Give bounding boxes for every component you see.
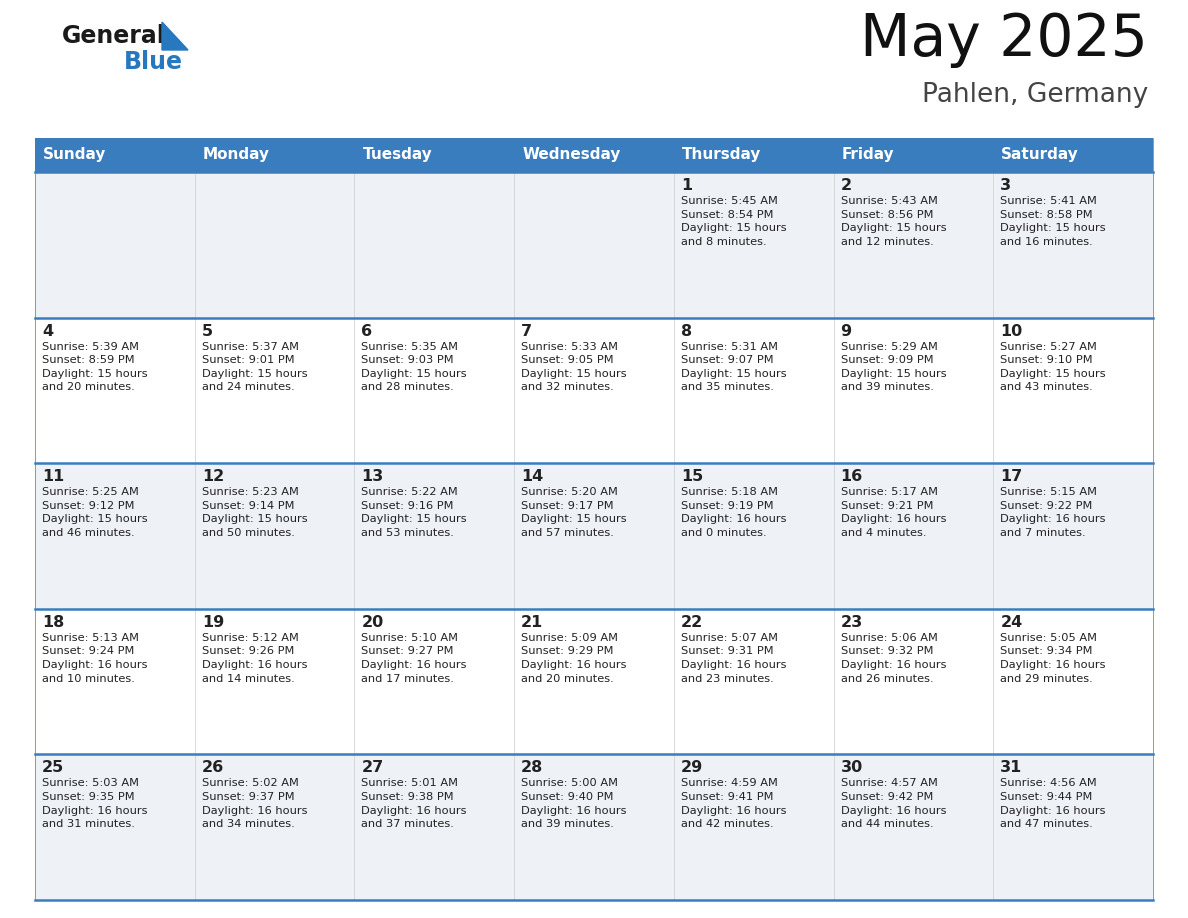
Text: Sunday: Sunday [43, 148, 107, 162]
Text: 9: 9 [841, 324, 852, 339]
Text: Sunrise: 5:33 AM
Sunset: 9:05 PM
Daylight: 15 hours
and 32 minutes.: Sunrise: 5:33 AM Sunset: 9:05 PM Dayligh… [522, 341, 627, 392]
Text: Sunrise: 5:13 AM
Sunset: 9:24 PM
Daylight: 16 hours
and 10 minutes.: Sunrise: 5:13 AM Sunset: 9:24 PM Dayligh… [42, 633, 147, 684]
Text: Sunrise: 5:10 AM
Sunset: 9:27 PM
Daylight: 16 hours
and 17 minutes.: Sunrise: 5:10 AM Sunset: 9:27 PM Dayligh… [361, 633, 467, 684]
Text: Sunrise: 5:29 AM
Sunset: 9:09 PM
Daylight: 15 hours
and 39 minutes.: Sunrise: 5:29 AM Sunset: 9:09 PM Dayligh… [841, 341, 946, 392]
Text: Wednesday: Wednesday [523, 148, 620, 162]
Text: Sunrise: 5:07 AM
Sunset: 9:31 PM
Daylight: 16 hours
and 23 minutes.: Sunrise: 5:07 AM Sunset: 9:31 PM Dayligh… [681, 633, 786, 684]
Text: 15: 15 [681, 469, 703, 484]
Text: 11: 11 [42, 469, 64, 484]
Text: 23: 23 [841, 615, 862, 630]
Bar [993, 138, 1154, 172]
Text: Sunrise: 5:05 AM
Sunset: 9:34 PM
Daylight: 16 hours
and 29 minutes.: Sunrise: 5:05 AM Sunset: 9:34 PM Dayligh… [1000, 633, 1106, 684]
Text: Sunrise: 5:41 AM
Sunset: 8:58 PM
Daylight: 15 hours
and 16 minutes.: Sunrise: 5:41 AM Sunset: 8:58 PM Dayligh… [1000, 196, 1106, 247]
Text: Sunrise: 5:31 AM
Sunset: 9:07 PM
Daylight: 15 hours
and 35 minutes.: Sunrise: 5:31 AM Sunset: 9:07 PM Dayligh… [681, 341, 786, 392]
Text: Pahlen, Germany: Pahlen, Germany [922, 82, 1148, 108]
Bar [34, 464, 1154, 609]
Text: Sunrise: 5:27 AM
Sunset: 9:10 PM
Daylight: 15 hours
and 43 minutes.: Sunrise: 5:27 AM Sunset: 9:10 PM Dayligh… [1000, 341, 1106, 392]
Text: 29: 29 [681, 760, 703, 776]
Text: May 2025: May 2025 [860, 11, 1148, 68]
Text: Sunrise: 5:22 AM
Sunset: 9:16 PM
Daylight: 15 hours
and 53 minutes.: Sunrise: 5:22 AM Sunset: 9:16 PM Dayligh… [361, 487, 467, 538]
Text: Sunrise: 5:37 AM
Sunset: 9:01 PM
Daylight: 15 hours
and 24 minutes.: Sunrise: 5:37 AM Sunset: 9:01 PM Dayligh… [202, 341, 308, 392]
Text: Sunrise: 5:35 AM
Sunset: 9:03 PM
Daylight: 15 hours
and 28 minutes.: Sunrise: 5:35 AM Sunset: 9:03 PM Dayligh… [361, 341, 467, 392]
Text: 13: 13 [361, 469, 384, 484]
Bar [34, 755, 1154, 900]
Text: 20: 20 [361, 615, 384, 630]
Text: Sunrise: 5:20 AM
Sunset: 9:17 PM
Daylight: 15 hours
and 57 minutes.: Sunrise: 5:20 AM Sunset: 9:17 PM Dayligh… [522, 487, 627, 538]
Text: 1: 1 [681, 178, 691, 193]
Text: 8: 8 [681, 324, 691, 339]
Text: Sunrise: 5:43 AM
Sunset: 8:56 PM
Daylight: 15 hours
and 12 minutes.: Sunrise: 5:43 AM Sunset: 8:56 PM Dayligh… [841, 196, 946, 247]
Text: General: General [62, 24, 166, 48]
Bar [354, 138, 514, 172]
Text: 30: 30 [841, 760, 862, 776]
Text: 14: 14 [522, 469, 543, 484]
Text: Sunrise: 5:45 AM
Sunset: 8:54 PM
Daylight: 15 hours
and 8 minutes.: Sunrise: 5:45 AM Sunset: 8:54 PM Dayligh… [681, 196, 786, 247]
Polygon shape [162, 22, 188, 50]
Text: 31: 31 [1000, 760, 1023, 776]
Text: Monday: Monday [203, 148, 270, 162]
Text: Saturday: Saturday [1001, 148, 1079, 162]
Text: 26: 26 [202, 760, 225, 776]
Text: Sunrise: 5:00 AM
Sunset: 9:40 PM
Daylight: 16 hours
and 39 minutes.: Sunrise: 5:00 AM Sunset: 9:40 PM Dayligh… [522, 778, 626, 829]
Text: Sunrise: 5:25 AM
Sunset: 9:12 PM
Daylight: 15 hours
and 46 minutes.: Sunrise: 5:25 AM Sunset: 9:12 PM Dayligh… [42, 487, 147, 538]
Text: Sunrise: 5:39 AM
Sunset: 8:59 PM
Daylight: 15 hours
and 20 minutes.: Sunrise: 5:39 AM Sunset: 8:59 PM Dayligh… [42, 341, 147, 392]
Text: 18: 18 [42, 615, 64, 630]
Text: Sunrise: 5:03 AM
Sunset: 9:35 PM
Daylight: 16 hours
and 31 minutes.: Sunrise: 5:03 AM Sunset: 9:35 PM Dayligh… [42, 778, 147, 829]
Text: 2: 2 [841, 178, 852, 193]
Bar [34, 318, 1154, 464]
Bar [34, 172, 1154, 318]
Text: Sunrise: 5:06 AM
Sunset: 9:32 PM
Daylight: 16 hours
and 26 minutes.: Sunrise: 5:06 AM Sunset: 9:32 PM Dayligh… [841, 633, 946, 684]
Text: 28: 28 [522, 760, 543, 776]
Bar [834, 138, 993, 172]
Text: 4: 4 [42, 324, 53, 339]
Bar [34, 609, 1154, 755]
Text: 16: 16 [841, 469, 862, 484]
Text: 3: 3 [1000, 178, 1011, 193]
Text: Sunrise: 5:23 AM
Sunset: 9:14 PM
Daylight: 15 hours
and 50 minutes.: Sunrise: 5:23 AM Sunset: 9:14 PM Dayligh… [202, 487, 308, 538]
Text: Blue: Blue [124, 50, 183, 74]
Text: Sunrise: 5:17 AM
Sunset: 9:21 PM
Daylight: 16 hours
and 4 minutes.: Sunrise: 5:17 AM Sunset: 9:21 PM Dayligh… [841, 487, 946, 538]
Text: 6: 6 [361, 324, 373, 339]
Text: 24: 24 [1000, 615, 1023, 630]
Text: Sunrise: 5:12 AM
Sunset: 9:26 PM
Daylight: 16 hours
and 14 minutes.: Sunrise: 5:12 AM Sunset: 9:26 PM Dayligh… [202, 633, 308, 684]
Text: Sunrise: 5:18 AM
Sunset: 9:19 PM
Daylight: 16 hours
and 0 minutes.: Sunrise: 5:18 AM Sunset: 9:19 PM Dayligh… [681, 487, 786, 538]
Text: 10: 10 [1000, 324, 1023, 339]
Text: 12: 12 [202, 469, 225, 484]
Text: 27: 27 [361, 760, 384, 776]
Text: Friday: Friday [841, 148, 895, 162]
Bar [514, 138, 674, 172]
Text: Sunrise: 4:59 AM
Sunset: 9:41 PM
Daylight: 16 hours
and 42 minutes.: Sunrise: 4:59 AM Sunset: 9:41 PM Dayligh… [681, 778, 786, 829]
Text: Tuesday: Tuesday [362, 148, 432, 162]
Text: 7: 7 [522, 324, 532, 339]
Text: 19: 19 [202, 615, 225, 630]
Text: Sunrise: 5:01 AM
Sunset: 9:38 PM
Daylight: 16 hours
and 37 minutes.: Sunrise: 5:01 AM Sunset: 9:38 PM Dayligh… [361, 778, 467, 829]
Text: 22: 22 [681, 615, 703, 630]
Text: 5: 5 [202, 324, 213, 339]
Bar [195, 138, 354, 172]
Text: 17: 17 [1000, 469, 1023, 484]
Text: Thursday: Thursday [682, 148, 762, 162]
Text: 25: 25 [42, 760, 64, 776]
Bar [34, 138, 195, 172]
Text: Sunrise: 5:15 AM
Sunset: 9:22 PM
Daylight: 16 hours
and 7 minutes.: Sunrise: 5:15 AM Sunset: 9:22 PM Dayligh… [1000, 487, 1106, 538]
Text: Sunrise: 4:57 AM
Sunset: 9:42 PM
Daylight: 16 hours
and 44 minutes.: Sunrise: 4:57 AM Sunset: 9:42 PM Dayligh… [841, 778, 946, 829]
Text: 21: 21 [522, 615, 543, 630]
Text: Sunrise: 4:56 AM
Sunset: 9:44 PM
Daylight: 16 hours
and 47 minutes.: Sunrise: 4:56 AM Sunset: 9:44 PM Dayligh… [1000, 778, 1106, 829]
Text: Sunrise: 5:09 AM
Sunset: 9:29 PM
Daylight: 16 hours
and 20 minutes.: Sunrise: 5:09 AM Sunset: 9:29 PM Dayligh… [522, 633, 626, 684]
Bar [674, 138, 834, 172]
Text: Sunrise: 5:02 AM
Sunset: 9:37 PM
Daylight: 16 hours
and 34 minutes.: Sunrise: 5:02 AM Sunset: 9:37 PM Dayligh… [202, 778, 308, 829]
